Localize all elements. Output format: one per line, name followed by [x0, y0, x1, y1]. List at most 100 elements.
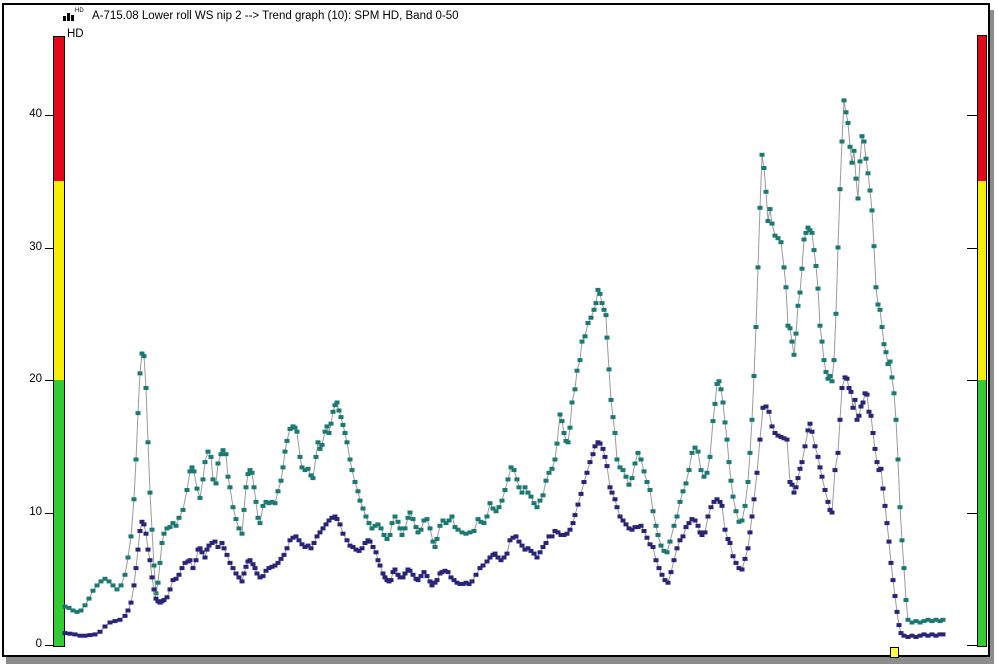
data-point-marker[interactable] [519, 543, 525, 548]
data-point-marker[interactable] [626, 482, 632, 487]
data-point-marker[interactable] [449, 514, 455, 519]
data-point-marker[interactable] [561, 431, 567, 435]
data-point-marker[interactable] [157, 560, 163, 565]
data-point-marker[interactable] [275, 489, 281, 494]
data-point-marker[interactable] [686, 521, 692, 526]
data-point-marker[interactable] [296, 538, 302, 543]
data-point-marker[interactable] [350, 545, 356, 549]
data-point-marker[interactable] [793, 331, 799, 336]
data-point-marker[interactable] [699, 533, 705, 537]
data-point-marker[interactable] [733, 509, 739, 514]
data-point-marker[interactable] [604, 464, 610, 469]
data-point-marker[interactable] [614, 457, 620, 462]
data-point-marker[interactable] [197, 495, 203, 500]
data-point-marker[interactable] [281, 552, 287, 557]
data-point-marker[interactable] [266, 566, 272, 571]
data-point-marker[interactable] [749, 514, 755, 519]
data-point-marker[interactable] [866, 409, 872, 414]
data-point-marker[interactable] [149, 575, 155, 580]
data-point-marker[interactable] [917, 633, 923, 638]
data-point-marker[interactable] [502, 488, 508, 492]
data-point-marker[interactable] [272, 563, 278, 568]
data-point-marker[interactable] [901, 633, 907, 638]
data-point-marker[interactable] [372, 523, 378, 528]
data-point-marker[interactable] [778, 240, 784, 245]
data-point-marker[interactable] [392, 514, 398, 519]
data-point-marker[interactable] [410, 517, 416, 522]
data-point-marker[interactable] [807, 228, 813, 233]
data-point-marker[interactable] [459, 530, 465, 535]
data-point-marker[interactable] [887, 359, 893, 364]
data-point-marker[interactable] [860, 400, 866, 405]
data-point-marker[interactable] [305, 543, 311, 548]
data-point-marker[interactable] [799, 460, 805, 465]
data-point-marker[interactable] [587, 460, 593, 465]
data-point-marker[interactable] [278, 556, 284, 561]
data-point-marker[interactable] [882, 503, 888, 508]
data-point-marker[interactable] [249, 470, 255, 475]
data-point-marker[interactable] [846, 386, 852, 390]
data-point-marker[interactable] [247, 468, 253, 473]
data-point-marker[interactable] [827, 507, 833, 512]
data-point-marker[interactable] [493, 509, 499, 514]
data-point-marker[interactable] [299, 465, 305, 470]
data-point-marker[interactable] [736, 566, 742, 571]
data-point-marker[interactable] [811, 248, 817, 253]
data-point-marker[interactable] [137, 529, 143, 533]
data-point-marker[interactable] [263, 568, 269, 573]
data-point-marker[interactable] [759, 152, 765, 157]
data-point-marker[interactable] [778, 435, 784, 439]
data-point-marker[interactable] [554, 441, 560, 446]
data-point-marker[interactable] [757, 437, 763, 442]
data-point-marker[interactable] [440, 518, 446, 523]
data-point-marker[interactable] [293, 534, 299, 539]
data-point-marker[interactable] [415, 578, 421, 583]
data-point-marker[interactable] [387, 533, 393, 537]
data-point-marker[interactable] [803, 230, 809, 235]
data-point-marker[interactable] [890, 578, 896, 583]
data-point-marker[interactable] [443, 521, 449, 526]
data-point-marker[interactable] [405, 515, 411, 520]
data-point-marker[interactable] [850, 405, 856, 410]
data-point-marker[interactable] [822, 488, 828, 492]
data-point-marker[interactable] [260, 503, 266, 508]
data-point-marker[interactable] [880, 486, 886, 491]
data-point-marker[interactable] [221, 546, 227, 551]
data-point-marker[interactable] [608, 397, 614, 402]
data-point-marker[interactable] [164, 595, 170, 600]
data-point-marker[interactable] [514, 477, 520, 482]
data-point-marker[interactable] [635, 450, 641, 455]
data-point-marker[interactable] [857, 159, 863, 164]
data-point-marker[interactable] [407, 510, 413, 515]
data-point-marker[interactable] [501, 555, 507, 560]
data-point-marker[interactable] [569, 400, 575, 405]
data-point-marker[interactable] [772, 233, 778, 238]
data-point-marker[interactable] [638, 523, 644, 528]
data-point-marker[interactable] [714, 497, 720, 502]
data-point-marker[interactable] [167, 587, 173, 592]
data-point-marker[interactable] [799, 266, 805, 271]
data-point-marker[interactable] [720, 400, 726, 405]
data-point-marker[interactable] [632, 461, 638, 466]
data-point-marker[interactable] [429, 583, 435, 588]
data-point-marker[interactable] [395, 519, 401, 524]
data-point-marker[interactable] [575, 502, 581, 507]
data-point-marker[interactable] [250, 562, 256, 567]
data-point-marker[interactable] [399, 533, 405, 537]
data-point-marker[interactable] [698, 468, 704, 473]
data-point-marker[interactable] [202, 555, 208, 560]
data-point-marker[interactable] [825, 376, 831, 381]
data-point-marker[interactable] [655, 533, 661, 537]
data-point-marker[interactable] [484, 559, 490, 564]
data-point-marker[interactable] [711, 499, 717, 504]
data-point-marker[interactable] [909, 620, 915, 625]
data-point-marker[interactable] [617, 465, 623, 470]
data-point-marker[interactable] [145, 440, 151, 445]
data-point-marker[interactable] [397, 575, 403, 580]
data-point-marker[interactable] [712, 401, 718, 406]
data-point-marker[interactable] [929, 632, 935, 637]
data-point-marker[interactable] [671, 558, 677, 563]
data-point-marker[interactable] [334, 400, 340, 405]
data-point-marker[interactable] [647, 488, 653, 492]
data-point-marker[interactable] [302, 468, 308, 473]
